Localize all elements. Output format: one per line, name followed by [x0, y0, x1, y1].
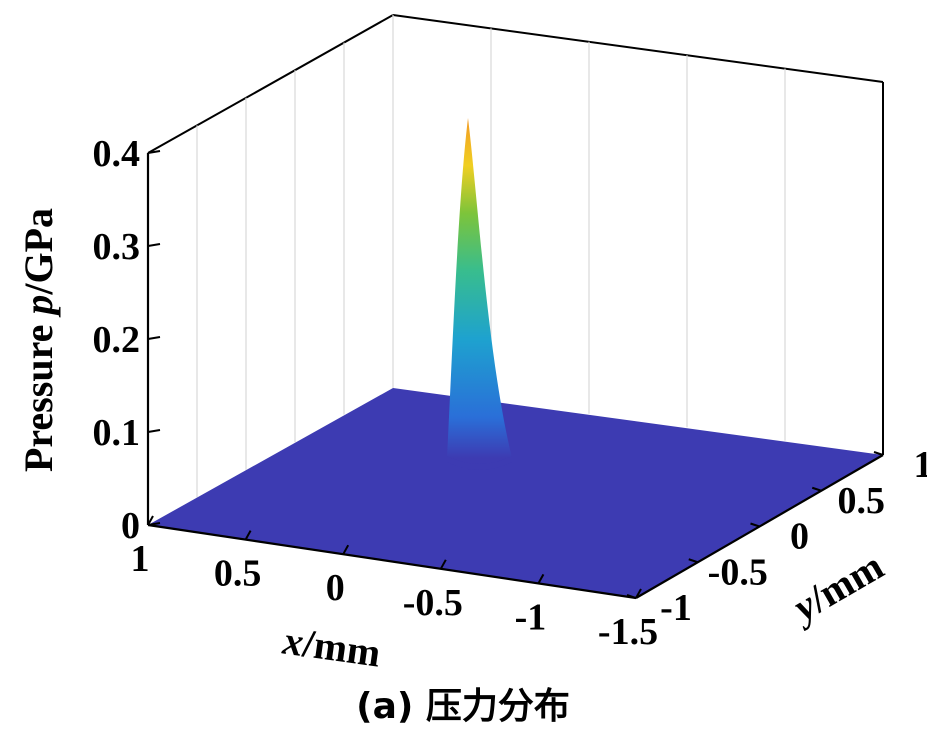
y-tick-label: 1	[914, 444, 927, 486]
x-tick-mark	[537, 573, 545, 584]
x-tick-label: 0.5	[214, 553, 262, 595]
z-tick-label: 0	[121, 505, 140, 547]
floor-surface	[148, 388, 883, 598]
x-tick-mark	[342, 544, 350, 555]
tick-marks	[147, 150, 884, 599]
x-tick-mark	[635, 588, 642, 599]
pressure-peak-body	[447, 118, 512, 458]
z-tick-label: 0.1	[93, 412, 141, 454]
x-tick-mark	[147, 515, 154, 526]
z-axis-label: Pressure p/GPa	[16, 208, 61, 472]
axes-walls	[147, 14, 884, 455]
z-axis-label-text: Pressure	[16, 315, 61, 472]
z-axis-label-unit: /GPa	[16, 208, 61, 296]
z-tick-mark	[147, 150, 161, 154]
figure-caption: (a) 压力分布	[356, 686, 570, 727]
z-tick-mark	[147, 429, 161, 433]
pressure-peak	[447, 118, 512, 470]
y-tick-mark	[688, 558, 699, 564]
x-tick-mark	[244, 530, 252, 541]
back-wall-top-right	[392, 14, 884, 83]
x-axis-label: x/mm	[279, 617, 383, 675]
x-tick-label: -1	[515, 596, 547, 638]
x-tick-label: -0.5	[403, 582, 463, 624]
x-tick-mark	[439, 559, 447, 570]
y-tick-label: -1	[660, 587, 692, 629]
y-tick-mark	[626, 594, 637, 599]
pressure-peak-base	[447, 456, 512, 470]
y-tick-label: -0.5	[708, 551, 768, 593]
y-tick-label: 0	[790, 516, 809, 558]
z-tick-mark	[147, 336, 161, 340]
x-axis-line	[147, 523, 637, 600]
gridlines	[196, 28, 786, 498]
back-wall-top-left	[147, 14, 394, 154]
z-tick-mark	[147, 243, 161, 247]
x-tick-label: 1	[131, 538, 150, 580]
y-tick-label: 0.5	[838, 480, 886, 522]
y-tick-mark	[873, 451, 884, 456]
y-tick-mark	[750, 522, 760, 528]
z-tick-label: 0.4	[93, 133, 141, 175]
x-axis-label-unit: /mm	[299, 620, 383, 676]
z-axis-label-symbol: p	[16, 295, 61, 318]
y-tick-mark	[811, 486, 822, 492]
x-tick-label: 0	[326, 567, 345, 609]
x-tick-label: -1.5	[598, 611, 658, 653]
z-tick-label: 0.3	[93, 226, 141, 268]
z-tick-mark	[147, 522, 161, 526]
z-tick-label: 0.2	[93, 319, 141, 361]
